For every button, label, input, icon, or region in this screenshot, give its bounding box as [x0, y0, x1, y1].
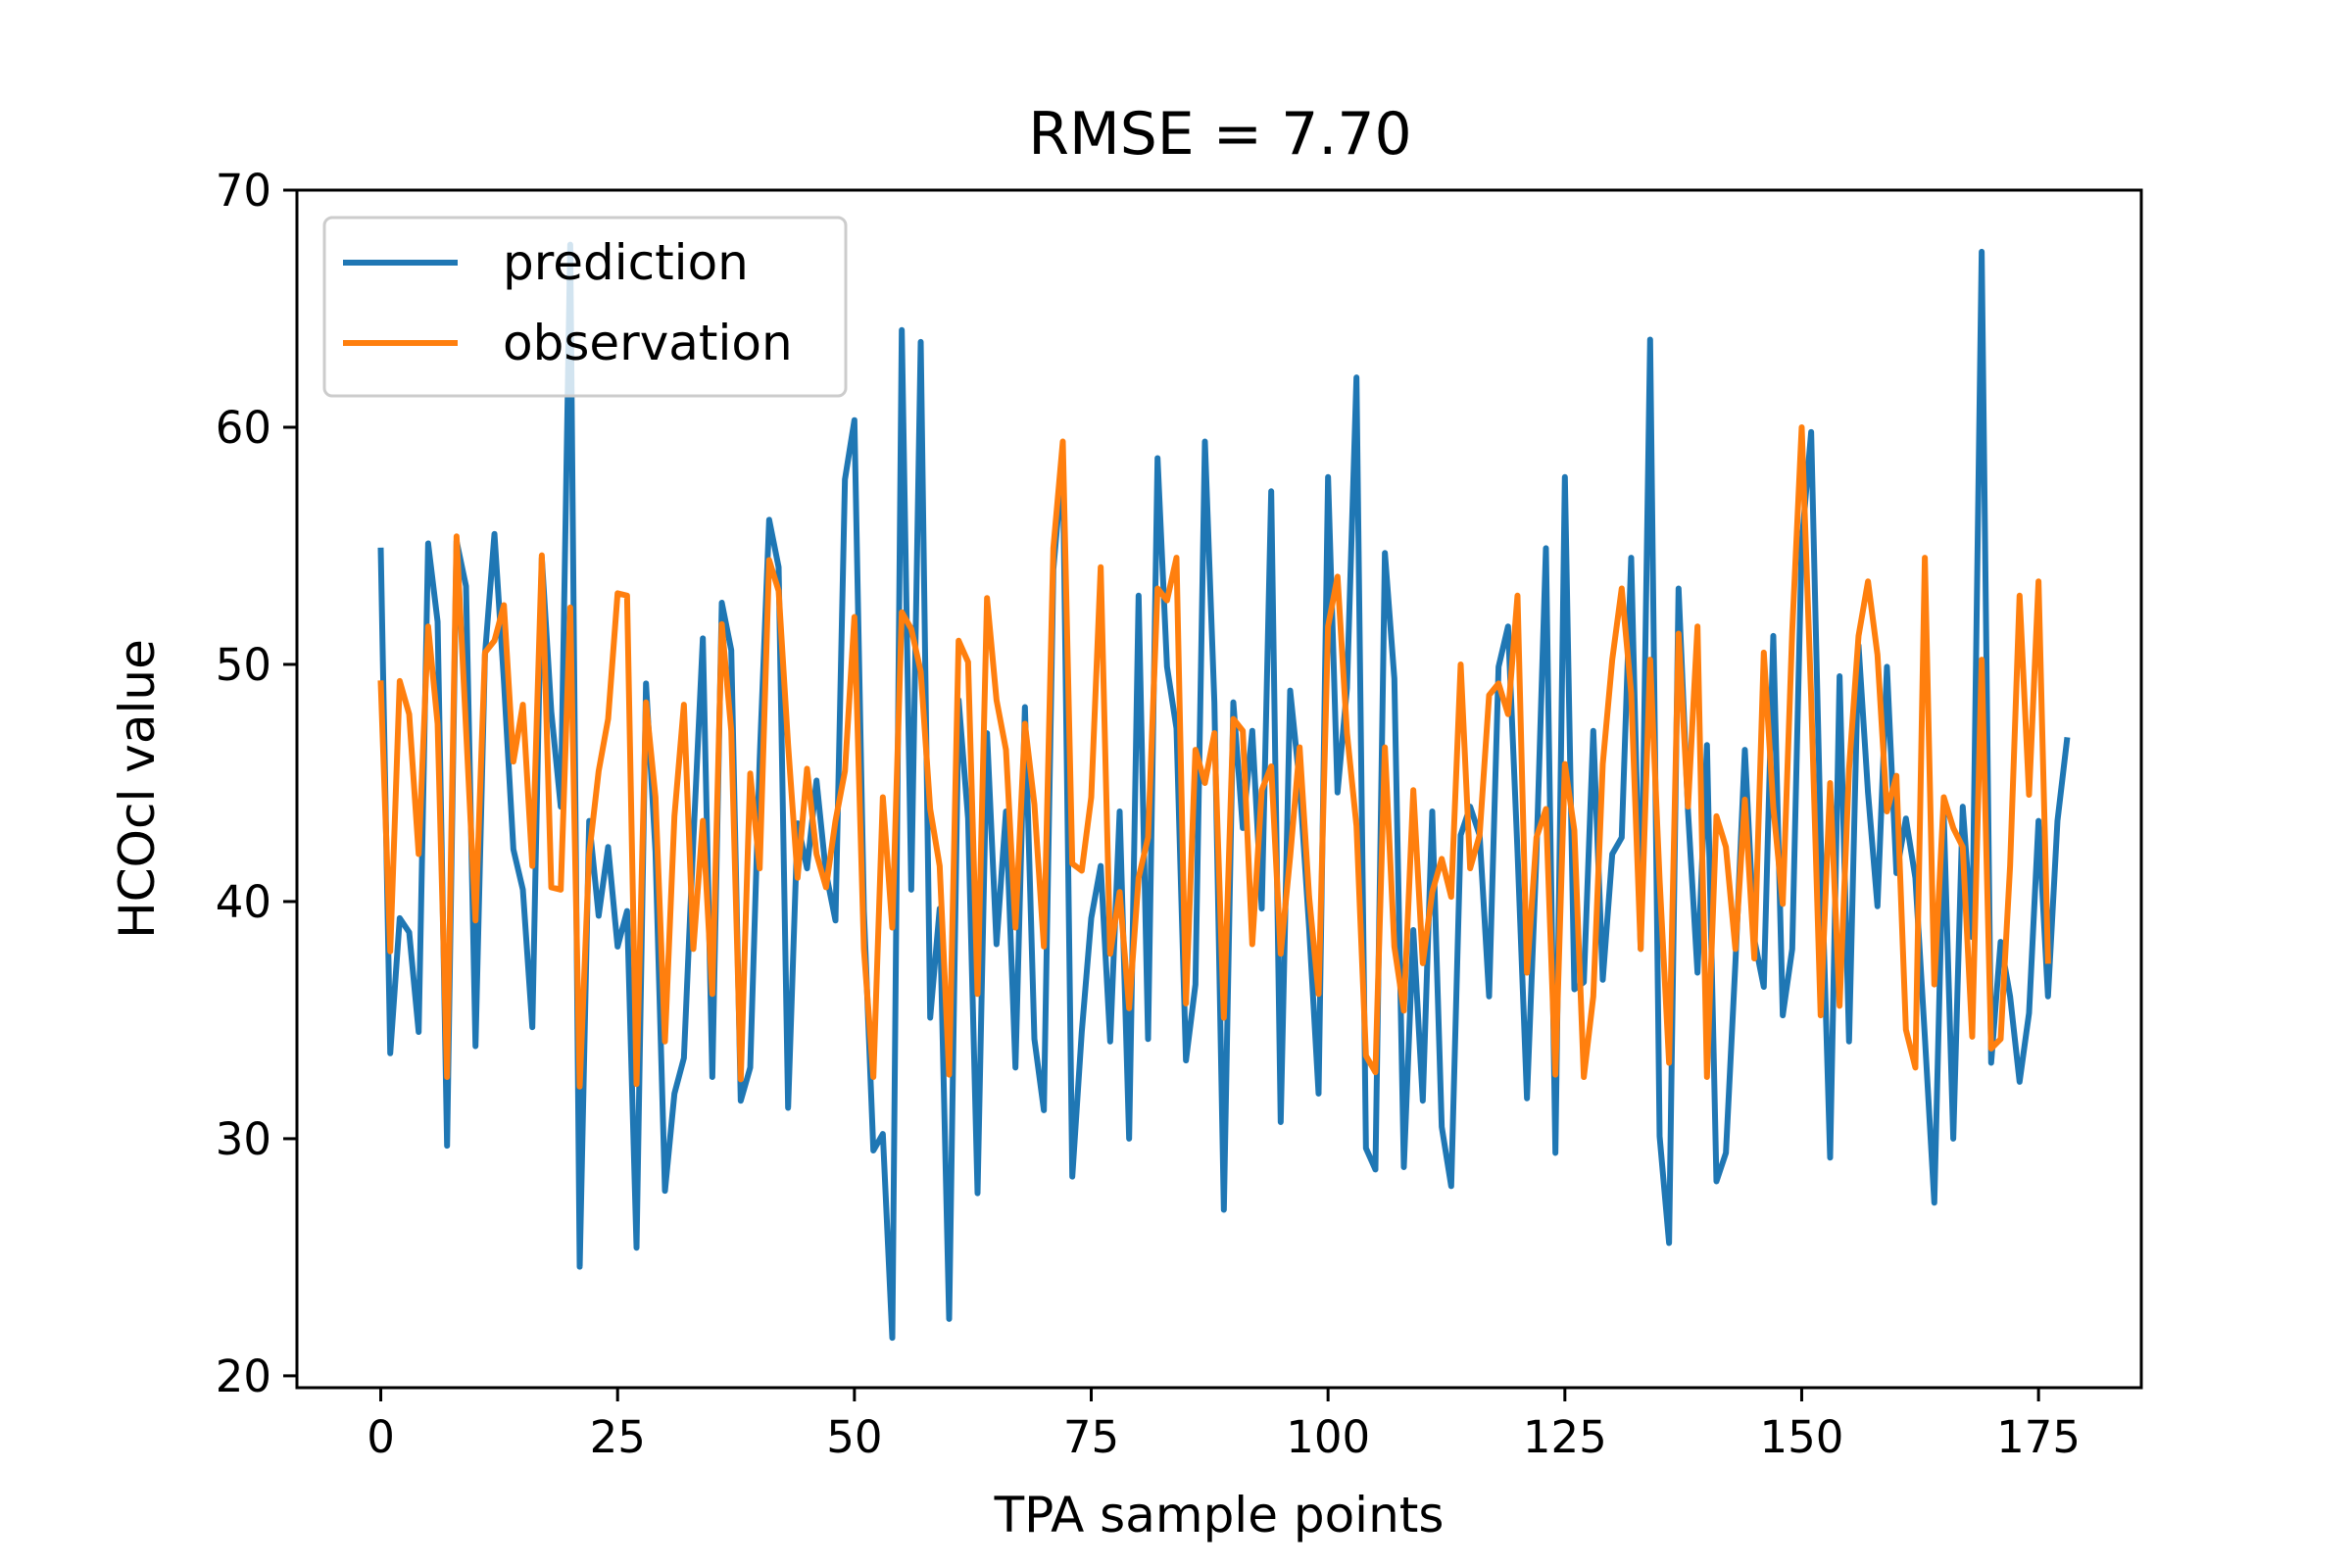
- legend-label-prediction: prediction: [503, 234, 749, 291]
- x-tick-label: 50: [826, 1411, 882, 1463]
- legend-label-observation: observation: [503, 315, 793, 371]
- x-axis-label: TPA sample points: [994, 1487, 1445, 1544]
- series-line-prediction: [377, 241, 2071, 1342]
- x-tick-label: 150: [1760, 1411, 1844, 1463]
- series-line-observation: [377, 423, 2051, 1090]
- x-tick-label: 0: [367, 1411, 395, 1463]
- y-tick-label: 30: [216, 1113, 271, 1165]
- y-tick-label: 50: [216, 639, 271, 691]
- y-axis: 20 30 40 50 60 70: [216, 165, 297, 1402]
- series-layer: [377, 241, 2071, 1342]
- y-tick-label: 70: [216, 165, 271, 217]
- x-tick-label: 100: [1286, 1411, 1370, 1463]
- y-tick-label: 40: [216, 876, 271, 928]
- legend: prediction observation: [322, 216, 848, 398]
- chart-title: RMSE = 7.70: [1028, 100, 1411, 169]
- x-axis: 0 25 50 75 100 125 150 175: [367, 1388, 2081, 1463]
- x-tick-label: 125: [1523, 1411, 1607, 1463]
- y-tick-label: 60: [216, 402, 271, 454]
- axes-frame: [295, 188, 2143, 1390]
- x-tick-label: 175: [1996, 1411, 2081, 1463]
- x-tick-label: 75: [1063, 1411, 1119, 1463]
- y-axis-label: HCOcl value: [109, 639, 166, 939]
- y-tick-label: 20: [216, 1350, 271, 1402]
- plot-area: [377, 241, 2071, 1342]
- x-tick-label: 25: [590, 1411, 646, 1463]
